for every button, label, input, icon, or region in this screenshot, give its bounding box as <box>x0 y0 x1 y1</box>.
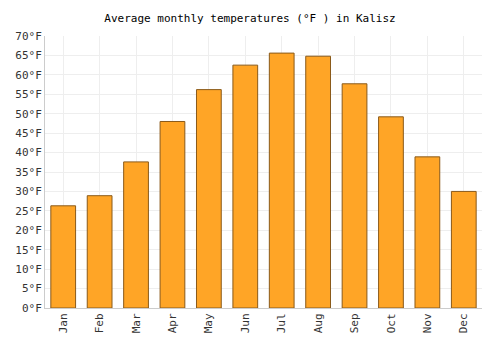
svg-text:50°F: 50°F <box>15 108 42 121</box>
svg-text:70°F: 70°F <box>15 30 42 43</box>
svg-text:5°F: 5°F <box>22 282 42 295</box>
svg-text:Oct: Oct <box>385 313 398 333</box>
svg-text:55°F: 55°F <box>15 88 42 101</box>
svg-text:May: May <box>202 313 215 333</box>
svg-text:20°F: 20°F <box>15 224 42 237</box>
svg-text:35°F: 35°F <box>15 166 42 179</box>
svg-text:Jun: Jun <box>239 313 252 333</box>
svg-text:Average monthly temperatures (: Average monthly temperatures (°F ) in Ka… <box>104 12 395 25</box>
svg-text:10°F: 10°F <box>15 263 42 276</box>
svg-text:30°F: 30°F <box>15 185 42 198</box>
svg-text:25°F: 25°F <box>15 205 42 218</box>
svg-text:60°F: 60°F <box>15 69 42 82</box>
svg-text:Aug: Aug <box>312 313 325 333</box>
svg-text:Feb: Feb <box>93 313 106 333</box>
svg-text:45°F: 45°F <box>15 127 42 140</box>
svg-text:15°F: 15°F <box>15 244 42 257</box>
svg-text:Apr: Apr <box>166 313 179 333</box>
svg-text:Dec: Dec <box>457 313 470 333</box>
svg-text:Nov: Nov <box>421 313 434 333</box>
svg-text:Jan: Jan <box>57 313 70 333</box>
svg-text:Sep: Sep <box>348 313 361 333</box>
svg-text:Jul: Jul <box>275 313 288 333</box>
svg-text:40°F: 40°F <box>15 146 42 159</box>
svg-text:0°F: 0°F <box>22 302 42 315</box>
svg-text:65°F: 65°F <box>15 49 42 62</box>
svg-text:Mar: Mar <box>130 313 143 333</box>
